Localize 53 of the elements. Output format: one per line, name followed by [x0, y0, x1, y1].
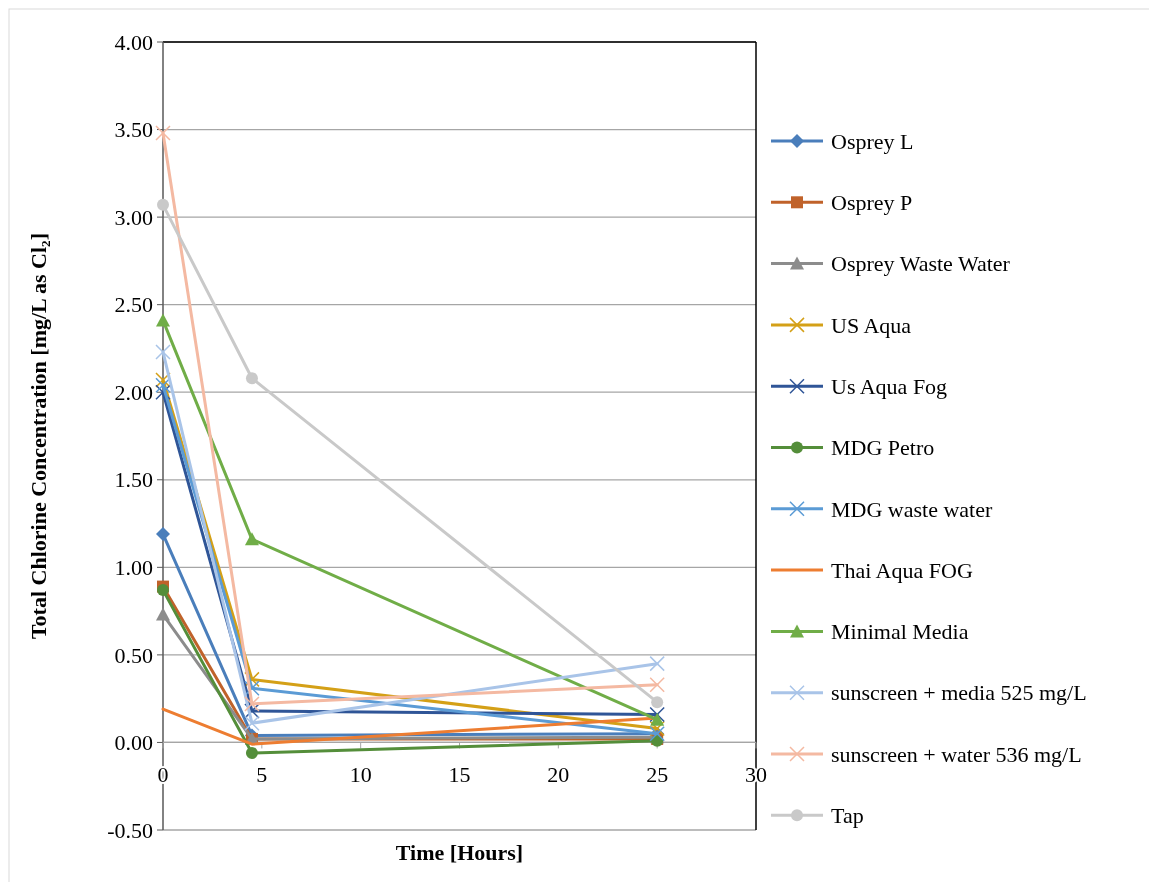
point [649, 676, 665, 693]
point [156, 607, 170, 621]
legend-label: Osprey Waste Water [831, 251, 1011, 277]
point [244, 703, 260, 719]
legend-label: sunscreen + media 525 mg/L [831, 680, 1087, 706]
x-tick-label: 5 [256, 762, 268, 788]
y-tick-label: 1.50 [114, 467, 153, 493]
point [157, 584, 169, 597]
point [244, 532, 259, 546]
point [245, 746, 258, 759]
y-tick-label: 2.50 [114, 292, 153, 318]
point [244, 696, 260, 712]
y-tick-label: 3.50 [114, 117, 153, 143]
x-axis-title: Time [Hours] [395, 840, 524, 865]
legend-label: Osprey P [831, 190, 913, 215]
point [157, 198, 169, 211]
point [649, 720, 665, 737]
x-tick-label: 25 [646, 762, 669, 788]
point [155, 372, 171, 388]
y-tick-label: 1.00 [114, 555, 153, 581]
y-tick-label: 0.50 [114, 642, 153, 668]
legend-label: Tap [831, 803, 864, 828]
legend-label: Us Aqua Fog [831, 373, 948, 399]
legend-label: Osprey L [831, 128, 914, 154]
point [155, 384, 171, 400]
point [155, 344, 171, 360]
point [156, 527, 170, 542]
point [244, 715, 260, 731]
x-tick-label: 20 [547, 762, 570, 788]
point [651, 696, 664, 709]
y-tick-label: -0.50 [107, 817, 153, 843]
point [156, 313, 170, 327]
y-axis-title: Total Chlorine Concentration [mg/L as Cl₂] [26, 232, 51, 640]
x-tick-label: 0 [157, 762, 169, 788]
legend-label: sunscreen + water 536 mg/L [831, 741, 1082, 767]
point [649, 655, 665, 672]
point [155, 125, 171, 141]
y-tick-label: 3.00 [114, 204, 153, 230]
point [244, 680, 260, 696]
x-tick-label: 15 [448, 762, 471, 788]
legend-label: MDG waste water [831, 496, 993, 522]
y-tick-label: 0.00 [114, 730, 153, 756]
point [155, 377, 171, 393]
legend-label: US Aqua [831, 312, 912, 338]
legend-label: Thai Aqua FOG [831, 557, 973, 583]
point [245, 372, 258, 385]
y-tick-label: 2.00 [114, 379, 153, 405]
legend-label: Minimal Media [831, 619, 969, 645]
point [650, 712, 665, 726]
x-tick-label: 10 [349, 762, 372, 788]
y-tick-label: 4.00 [114, 29, 153, 55]
point [649, 706, 665, 723]
legend-label: MDG Petro [831, 435, 935, 461]
